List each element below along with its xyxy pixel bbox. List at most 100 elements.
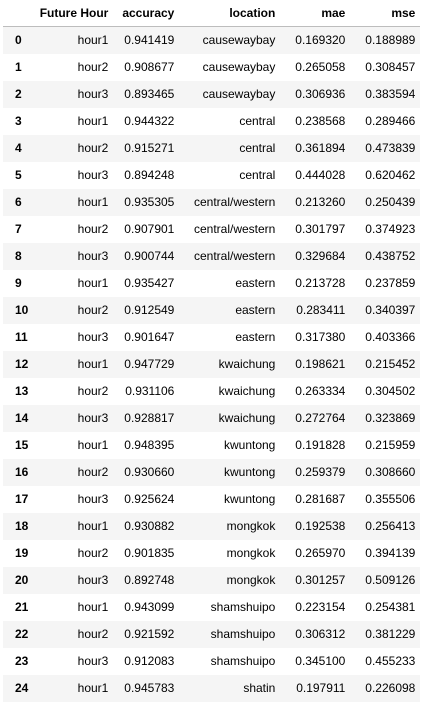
mse-cell: 0.509126	[350, 567, 420, 594]
accuracy-cell: 0.908677	[113, 54, 179, 81]
row-index: 8	[3, 243, 33, 270]
future-hour-cell: hour2	[33, 297, 113, 324]
mae-cell: 0.263334	[280, 378, 350, 405]
mse-cell: 0.256413	[350, 513, 420, 540]
mae-cell: 0.329684	[280, 243, 350, 270]
accuracy-cell: 0.943099	[113, 594, 179, 621]
location-cell: kwaichung	[179, 378, 280, 405]
future-hour-cell: hour2	[33, 216, 113, 243]
accuracy-cell: 0.900744	[113, 243, 179, 270]
location-cell: kwaichung	[179, 351, 280, 378]
mse-cell: 0.355506	[350, 486, 420, 513]
accuracy-cell: 0.930882	[113, 513, 179, 540]
row-index: 23	[3, 648, 33, 675]
accuracy-cell: 0.907901	[113, 216, 179, 243]
mse-cell: 0.374923	[350, 216, 420, 243]
future-hour-cell: hour1	[33, 432, 113, 459]
row-index: 0	[3, 27, 33, 55]
mse-cell: 0.383594	[350, 81, 420, 108]
future-hour-cell: hour1	[33, 351, 113, 378]
mae-cell: 0.306936	[280, 81, 350, 108]
row-index: 16	[3, 459, 33, 486]
mae-cell: 0.361894	[280, 135, 350, 162]
future-hour-cell: hour3	[33, 324, 113, 351]
future-hour-cell: hour2	[33, 135, 113, 162]
accuracy-cell: 0.944322	[113, 108, 179, 135]
future-hour-cell: hour1	[33, 108, 113, 135]
future-hour-cell: hour2	[33, 459, 113, 486]
location-cell: eastern	[179, 297, 280, 324]
row-index: 17	[3, 486, 33, 513]
mae-cell: 0.301797	[280, 216, 350, 243]
mse-cell: 0.403366	[350, 324, 420, 351]
mae-cell: 0.213728	[280, 270, 350, 297]
mse-cell: 0.226098	[350, 675, 420, 702]
future-hour-cell: hour3	[33, 243, 113, 270]
mse-cell: 0.304502	[350, 378, 420, 405]
mae-cell: 0.317380	[280, 324, 350, 351]
location-cell: kwuntong	[179, 486, 280, 513]
location-cell: kwuntong	[179, 432, 280, 459]
mse-cell: 0.215959	[350, 432, 420, 459]
location-cell: central	[179, 135, 280, 162]
location-cell: shatin	[179, 675, 280, 702]
mae-cell: 0.169320	[280, 27, 350, 55]
row-index: 4	[3, 135, 33, 162]
accuracy-cell: 0.894248	[113, 162, 179, 189]
accuracy-cell: 0.901647	[113, 324, 179, 351]
future-hour-cell: hour2	[33, 378, 113, 405]
mse-cell: 0.250439	[350, 189, 420, 216]
location-cell: eastern	[179, 270, 280, 297]
mse-cell: 0.381229	[350, 621, 420, 648]
future-hour-cell: hour1	[33, 513, 113, 540]
accuracy-cell: 0.912549	[113, 297, 179, 324]
accuracy-cell: 0.925624	[113, 486, 179, 513]
mae-cell: 0.223154	[280, 594, 350, 621]
location-cell: shamshuipo	[179, 594, 280, 621]
row-index: 21	[3, 594, 33, 621]
row-index: 13	[3, 378, 33, 405]
accuracy-cell: 0.912083	[113, 648, 179, 675]
row-index: 3	[3, 108, 33, 135]
index-header	[3, 0, 33, 27]
row-index: 19	[3, 540, 33, 567]
future-hour-cell: hour2	[33, 54, 113, 81]
mse-cell: 0.237859	[350, 270, 420, 297]
mae-cell: 0.306312	[280, 621, 350, 648]
mae-cell: 0.198621	[280, 351, 350, 378]
mae-cell: 0.281687	[280, 486, 350, 513]
row-index: 10	[3, 297, 33, 324]
row-index: 15	[3, 432, 33, 459]
accuracy-cell: 0.941419	[113, 27, 179, 55]
future-hour-cell: hour3	[33, 162, 113, 189]
mae-cell: 0.197911	[280, 675, 350, 702]
accuracy-cell: 0.915271	[113, 135, 179, 162]
accuracy-cell: 0.901835	[113, 540, 179, 567]
future-hour-header: Future Hour	[33, 0, 113, 27]
accuracy-cell: 0.945783	[113, 675, 179, 702]
accuracy-cell: 0.921592	[113, 621, 179, 648]
mae-cell: 0.259379	[280, 459, 350, 486]
location-cell: mongkok	[179, 567, 280, 594]
mse-cell: 0.455233	[350, 648, 420, 675]
future-hour-cell: hour1	[33, 270, 113, 297]
location-cell: central/western	[179, 216, 280, 243]
accuracy-cell: 0.930660	[113, 459, 179, 486]
mae-header: mae	[280, 0, 350, 27]
accuracy-cell: 0.931106	[113, 378, 179, 405]
mse-cell: 0.308457	[350, 54, 420, 81]
mse-cell: 0.289466	[350, 108, 420, 135]
future-hour-cell: hour3	[33, 486, 113, 513]
